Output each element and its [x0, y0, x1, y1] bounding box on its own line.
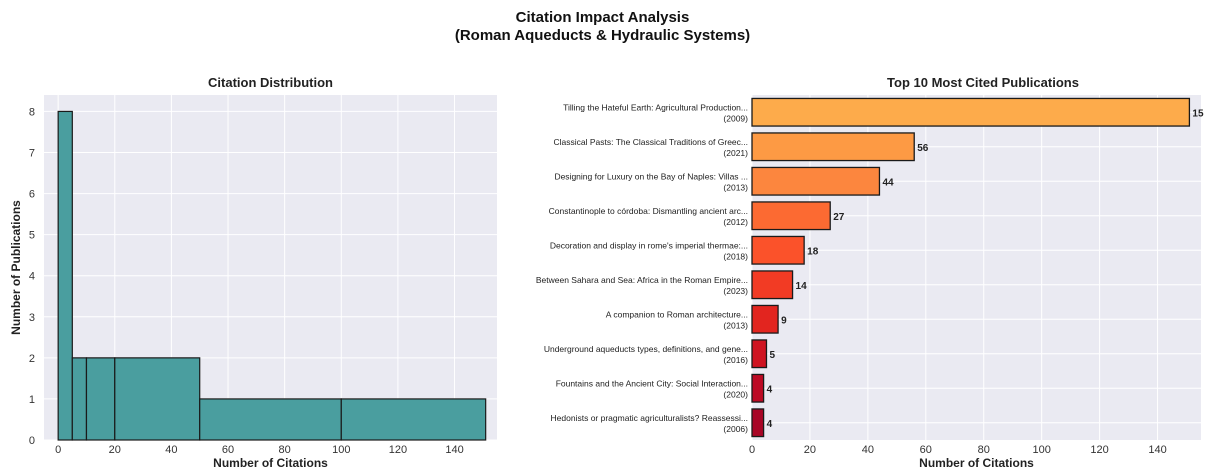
- publication-year-label: (2021): [723, 148, 748, 158]
- bar-value-label: 14: [796, 281, 808, 292]
- x-tick-label: 60: [222, 444, 234, 456]
- x-tick-label: 100: [1032, 444, 1050, 456]
- figure-title-line1: Citation Impact Analysis: [515, 9, 690, 26]
- y-tick-label: 3: [29, 312, 35, 324]
- bar-value-label: 9: [781, 315, 787, 326]
- publication-year-label: (2006): [723, 424, 748, 434]
- x-tick-label: 40: [862, 444, 874, 456]
- y-tick-label: 5: [29, 230, 35, 242]
- publication-title-label: Fountains and the Ancient City: Social I…: [556, 378, 748, 388]
- publication-bar: [751, 373, 765, 403]
- bar-value-label: 15: [1192, 108, 1204, 119]
- bar-value-label: 4: [767, 384, 773, 395]
- x-tick-label: 0: [749, 444, 755, 456]
- x-tick-label: 140: [445, 444, 463, 456]
- publication-bar: [751, 166, 881, 196]
- x-axis-label: Number of Citations: [919, 456, 1034, 470]
- y-tick-label: 6: [29, 189, 35, 201]
- publication-year-label: (2020): [723, 389, 748, 399]
- bar-value-label: 18: [807, 246, 819, 257]
- chart-title: Citation Distribution: [208, 75, 333, 90]
- publication-bar: [751, 97, 1191, 127]
- publication-title-label: A companion to Roman architecture...: [606, 309, 748, 319]
- bar-value-label: 56: [917, 143, 929, 154]
- histogram-bar: [340, 398, 487, 441]
- publication-bar: [751, 304, 779, 334]
- histogram-bar: [199, 398, 342, 441]
- y-tick-label: 7: [29, 148, 35, 160]
- publication-title-label: Designing for Luxury on the Bay of Naple…: [554, 171, 748, 181]
- publication-title-label: Decoration and display in rome's imperia…: [550, 240, 748, 250]
- bar-value-label: 4: [767, 419, 773, 430]
- x-tick-label: 20: [109, 444, 121, 456]
- top-cited-bar-chart: 15 Tilling the Hateful Earth: Agricultura…: [536, 75, 1204, 470]
- x-tick-label: 40: [165, 444, 177, 456]
- histogram-bar: [85, 357, 116, 441]
- y-axis-label: Number of Publications: [9, 200, 23, 335]
- publication-title-label: Between Sahara and Sea: Africa in the Ro…: [536, 275, 748, 285]
- x-tick-label: 100: [332, 444, 350, 456]
- x-tick-label: 20: [804, 444, 816, 456]
- publication-title-label: Underground aqueducts types, definitions…: [544, 344, 748, 354]
- publication-bar: [751, 339, 768, 369]
- publication-year-label: (2013): [723, 182, 748, 192]
- x-tick-label: 0: [55, 444, 61, 456]
- bar-value-label: 27: [833, 212, 845, 223]
- x-axis-label: Number of Citations: [213, 456, 328, 470]
- publication-bar: [751, 408, 765, 438]
- chart-title: Top 10 Most Cited Publications: [887, 75, 1079, 90]
- x-tick-label: 120: [1090, 444, 1108, 456]
- x-tick-label: 120: [389, 444, 407, 456]
- publication-year-label: (2012): [723, 217, 748, 227]
- publication-bar: [751, 201, 831, 231]
- y-tick-label: 4: [29, 271, 35, 283]
- publication-year-label: (2013): [723, 320, 748, 330]
- publication-title-label: Tilling the Hateful Earth: Agricultural …: [563, 102, 748, 112]
- y-tick-label: 8: [29, 106, 35, 118]
- y-tick-label: 0: [29, 435, 35, 447]
- x-tick-label: 80: [279, 444, 291, 456]
- figure-title-line2: (Roman Aqueducts & Hydraulic Systems): [454, 27, 751, 44]
- publication-year-label: (2016): [723, 355, 748, 365]
- publication-bar: [751, 132, 915, 162]
- publication-title-label: Classical Pasts: The Classical Tradition…: [554, 137, 748, 147]
- y-tick-label: 1: [29, 394, 35, 406]
- publication-year-label: (2009): [723, 113, 748, 123]
- y-tick-label: 2: [29, 353, 35, 365]
- publication-bar: [751, 270, 794, 300]
- bar-value-label: 5: [769, 350, 775, 361]
- histogram-bar: [114, 357, 201, 441]
- publication-year-label: (2023): [723, 286, 748, 296]
- publication-year-label: (2018): [723, 251, 748, 261]
- bar-value-label: 44: [882, 177, 894, 188]
- histogram-bar: [57, 110, 73, 441]
- publication-bar: [751, 235, 805, 265]
- histogram-bar: [71, 357, 88, 441]
- x-tick-label: 60: [920, 444, 932, 456]
- x-tick-label: 80: [978, 444, 990, 456]
- publication-title-label: Hedonists or pragmatic agriculturalists?…: [551, 413, 748, 423]
- x-tick-label: 140: [1148, 444, 1166, 456]
- publication-title-label: Constantinople to córdoba: Dismantling a…: [549, 206, 748, 216]
